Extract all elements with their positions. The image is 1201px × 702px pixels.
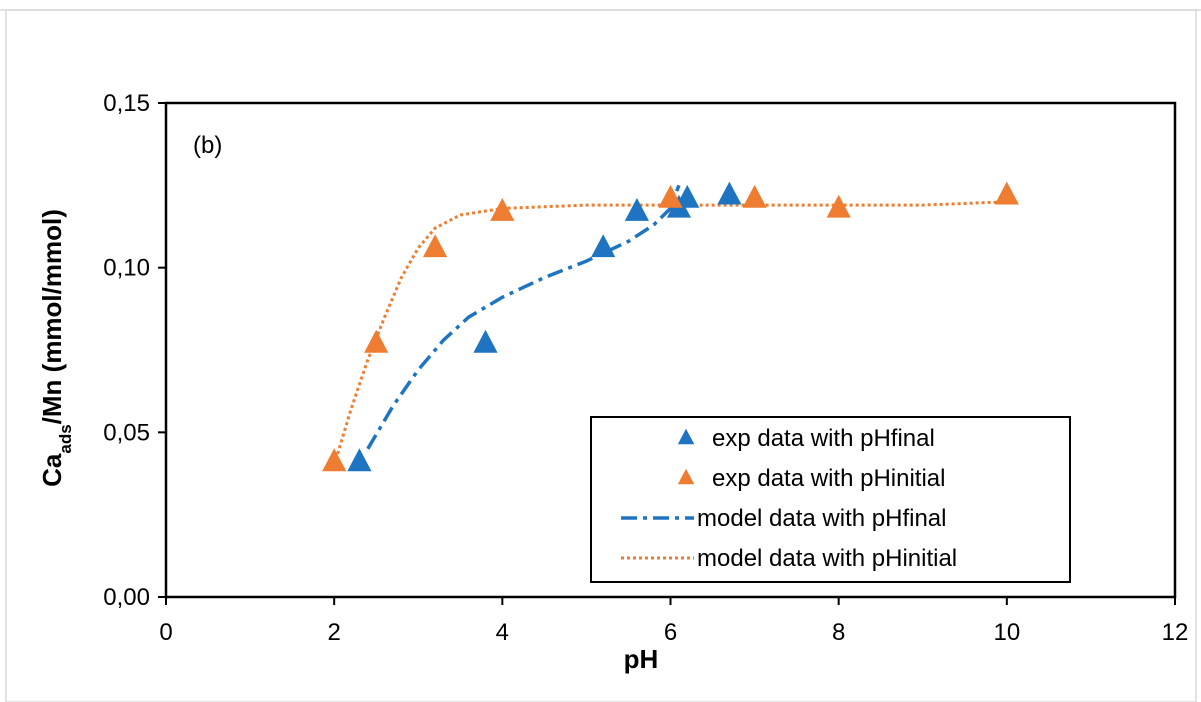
- data-point-1-5: [742, 184, 767, 208]
- y-axis-title-rest: /Mn (mmol/mmol): [37, 209, 67, 424]
- y-axis-title: Caads/Mn (mmol/mmol): [37, 209, 75, 487]
- panel-annotation: (b): [193, 132, 222, 159]
- legend-items: exp data with pHfinal exp data with pHini…: [621, 425, 957, 572]
- x-axis-title: pH: [624, 644, 659, 674]
- series-line-2: [366, 184, 681, 450]
- x-tick-label: 10: [993, 619, 1020, 646]
- data-point-1-2: [423, 234, 448, 258]
- data-point-0-2: [591, 234, 616, 258]
- data-point-0-5: [675, 184, 700, 208]
- y-tick-label: 0,15: [103, 90, 150, 117]
- data-point-1-1: [364, 329, 389, 353]
- x-tick-label: 4: [496, 619, 509, 646]
- data-point-0-3: [624, 198, 649, 221]
- data-point-1-6: [826, 194, 851, 218]
- y-axis-ticks: [158, 102, 166, 598]
- data-markers: [322, 181, 1019, 472]
- data-point-0-6: [717, 181, 742, 205]
- legend-label-2: model data with pHfinal: [697, 505, 946, 532]
- x-tick-label: 8: [832, 619, 845, 646]
- x-axis-ticks: [165, 597, 1176, 605]
- model-lines: [332, 184, 1007, 466]
- legend-box: [590, 416, 1071, 583]
- x-tick-label: 12: [1162, 619, 1189, 646]
- data-point-1-4: [658, 184, 683, 208]
- legend-label-3: model data with pHinitial: [697, 545, 957, 572]
- x-tick-label: 0: [159, 619, 172, 646]
- figure-border: [5, 9, 1197, 702]
- data-point-0-0: [347, 448, 372, 472]
- y-axis-title-sub: ads: [56, 424, 75, 453]
- y-axis-title-main: Ca: [37, 453, 67, 487]
- legend-label-1: exp data with pHinitial: [712, 465, 945, 492]
- y-tick-label: 0,10: [103, 255, 150, 282]
- legend-label-0: exp data with pHfinal: [712, 425, 935, 452]
- legend: exp data with pHfinal exp data with pHini…: [590, 416, 1071, 583]
- x-tick-label: 6: [664, 619, 677, 646]
- data-point-1-3: [490, 198, 515, 221]
- data-point-0-1: [473, 329, 498, 353]
- y-tick-label: 0,05: [103, 419, 150, 446]
- series-line-3: [332, 200, 1007, 466]
- data-point-1-0: [322, 448, 347, 472]
- y-axis-tick-labels: 0,00 0,05 0,10 0,15: [103, 90, 150, 611]
- x-axis-tick-labels: 0 2 4 6 8 10 12: [159, 619, 1188, 646]
- x-tick-label: 2: [327, 619, 340, 646]
- legend-marker-0: [677, 428, 695, 445]
- legend-marker-1: [677, 468, 695, 485]
- data-point-1-7: [994, 181, 1019, 205]
- y-tick-label: 0,00: [103, 584, 150, 611]
